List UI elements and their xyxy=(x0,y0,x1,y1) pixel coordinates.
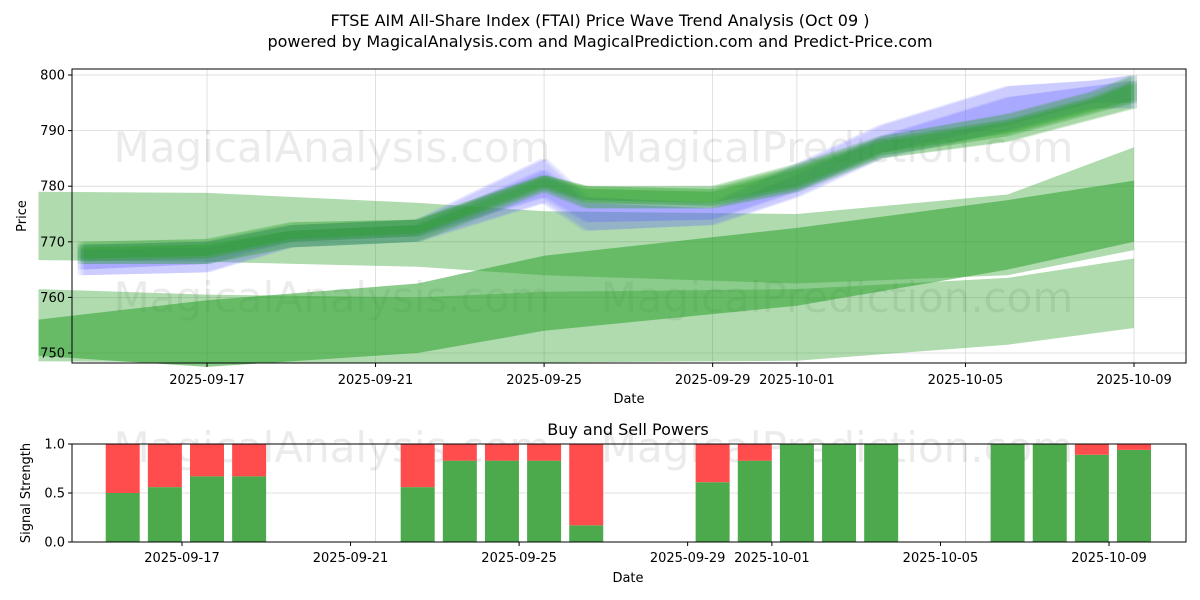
watermark-text: MagicalPrediction.com xyxy=(601,123,1074,172)
price-x-tick-label: 2025-09-17 xyxy=(169,373,245,388)
sell-bar xyxy=(527,444,562,461)
price-x-tick-label: 2025-09-25 xyxy=(506,373,582,388)
trend-band xyxy=(80,80,1135,262)
buy-bar xyxy=(990,444,1025,542)
trend-band xyxy=(80,75,1135,276)
chart-subtitle: powered by MagicalAnalysis.com and Magic… xyxy=(267,32,932,51)
price-x-tick-label: 2025-09-21 xyxy=(338,373,414,388)
buy-bar xyxy=(695,482,730,542)
buy-bar xyxy=(147,487,182,542)
sell-bar xyxy=(1117,444,1151,450)
trend-band xyxy=(80,80,1135,270)
trend-band xyxy=(80,75,1135,264)
buy-bar xyxy=(442,460,477,542)
watermark-text: MagicalAnalysis.com xyxy=(114,423,551,472)
signal-x-tick-label: 2025-10-09 xyxy=(1071,551,1147,566)
price-y-axis-label: Price xyxy=(15,200,30,232)
buy-bar xyxy=(527,460,562,542)
buy-bar xyxy=(105,493,140,542)
sell-bar xyxy=(232,444,267,477)
price-y-tick-label: 750 xyxy=(40,347,65,362)
chart-title: FTSE AIM All-Share Index (FTAI) Price Wa… xyxy=(331,11,870,30)
signal-chart-title: Buy and Sell Powers xyxy=(547,420,709,439)
signal-x-tick-label: 2025-10-01 xyxy=(734,551,810,566)
sell-bar xyxy=(1074,444,1109,455)
buy-bar xyxy=(190,476,224,542)
price-y-tick-label: 780 xyxy=(40,180,65,195)
signal-x-tick-label: 2025-09-29 xyxy=(650,551,726,566)
signal-x-axis-label: Date xyxy=(612,571,643,586)
price-y-tick-label: 760 xyxy=(40,291,65,306)
price-x-tick-label: 2025-10-05 xyxy=(928,373,1004,388)
price-x-tick-label: 2025-10-01 xyxy=(759,373,835,388)
signal-chart: Buy and Sell Powers MagicalAnalysis.com … xyxy=(19,420,1187,586)
buy-bar xyxy=(232,476,267,542)
signal-y-tick-label: 0.0 xyxy=(44,536,65,551)
wave-band xyxy=(38,258,1134,363)
sell-bar xyxy=(105,444,140,493)
trend-band xyxy=(77,80,1132,270)
buy-bar xyxy=(569,525,604,542)
buy-bar xyxy=(864,444,899,542)
signal-bars xyxy=(105,444,1151,542)
sell-bar xyxy=(147,444,182,488)
buy-bar xyxy=(1117,449,1151,542)
watermark-text: MagicalAnalysis.com xyxy=(114,123,551,172)
buy-bar xyxy=(779,444,814,542)
sell-bar xyxy=(484,444,519,461)
signal-x-ticks: 2025-09-17 2025-09-21 2025-09-25 2025-09-29… xyxy=(144,542,1147,566)
price-y-tick-label: 790 xyxy=(40,124,65,139)
signal-x-tick-label: 2025-10-05 xyxy=(903,551,979,566)
price-y-tick-label: 800 xyxy=(40,69,65,84)
sell-bar xyxy=(190,444,224,477)
sell-bar xyxy=(569,444,604,526)
price-chart: MagicalAnalysis.com MagicalPrediction.co… xyxy=(15,68,1187,407)
trend-band xyxy=(83,80,1138,262)
buy-bar xyxy=(1032,444,1067,542)
price-plot-frame xyxy=(71,68,1187,364)
sell-bar xyxy=(400,444,435,488)
signal-y-ticks: 0.0 0.5 1.0 xyxy=(44,438,72,551)
signal-y-tick-label: 1.0 xyxy=(44,438,65,453)
trend-band xyxy=(77,75,1132,276)
buy-bar xyxy=(737,460,772,542)
buy-bar xyxy=(400,487,435,542)
sell-bar xyxy=(737,444,772,461)
buy-bar xyxy=(484,460,519,542)
trend-band xyxy=(83,75,1138,264)
trend-band xyxy=(83,80,1138,270)
sell-bar xyxy=(442,444,477,461)
price-x-ticks: 2025-09-17 2025-09-21 2025-09-25 2025-09-29… xyxy=(169,363,1172,388)
price-x-tick-label: 2025-09-29 xyxy=(675,373,751,388)
trend-band xyxy=(77,80,1132,262)
price-y-tick-label: 770 xyxy=(40,235,65,250)
trend-band xyxy=(83,75,1138,276)
price-x-tick-label: 2025-10-09 xyxy=(1096,373,1172,388)
signal-y-tick-label: 0.5 xyxy=(44,487,65,502)
price-bands xyxy=(38,75,1138,367)
buy-bar xyxy=(1074,454,1109,542)
signal-x-tick-label: 2025-09-21 xyxy=(313,551,389,566)
price-y-ticks: 750 760 770 780 790 800 xyxy=(40,69,72,362)
signal-y-axis-label: Signal Strength xyxy=(19,443,34,543)
signal-x-tick-label: 2025-09-17 xyxy=(144,551,220,566)
trend-band xyxy=(77,75,1132,264)
wave-band xyxy=(38,180,1134,367)
buy-bar xyxy=(822,444,857,542)
price-x-axis-label: Date xyxy=(613,392,644,407)
sell-bar xyxy=(695,444,730,483)
signal-x-tick-label: 2025-09-25 xyxy=(481,551,557,566)
